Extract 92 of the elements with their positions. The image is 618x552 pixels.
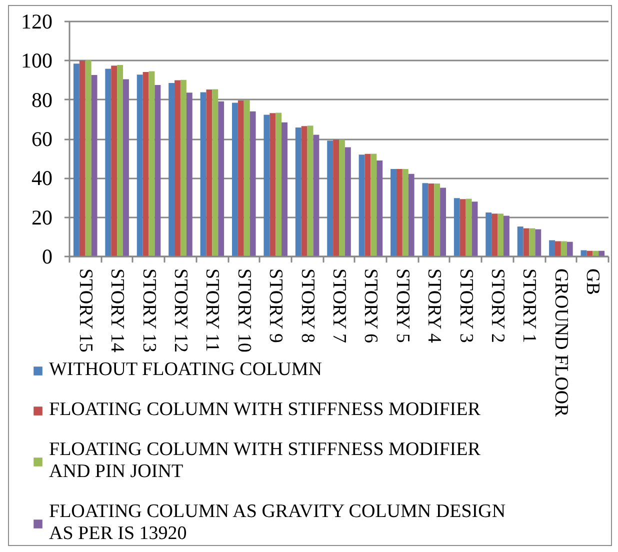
bar [472,202,478,256]
bar [390,168,396,256]
bar [148,71,155,256]
bar [168,82,175,256]
legend-label: FLOATING COLUMN WITH STIFFNESS MODIFIER [49,399,480,421]
bar [454,198,460,256]
x-tick-label: STORY 4 [424,268,445,344]
bar [535,229,542,256]
bar [270,113,276,256]
bar [117,64,124,256]
x-tick-label: STORY 9 [265,268,286,343]
bar [523,228,530,256]
bar [174,80,180,256]
bar [212,89,218,256]
x-tick-label: STORY 2 [487,268,508,343]
legend-label: WITHOUT FLOATING COLUMN [49,359,322,381]
bar [440,188,446,256]
legend-label: FLOATING COLUMN WITH STIFFNESS MODIFIER AND PIN JOINT [49,439,480,483]
x-tick-label: STORY 13 [138,268,160,352]
bar [370,154,377,256]
bar [554,241,561,256]
bar [408,174,414,256]
bar [264,114,270,256]
bar [498,214,504,256]
x-tick-label: STORY 12 [170,268,191,352]
bar [344,147,351,256]
x-tick-label: STORY 5 [392,268,413,343]
bar [376,160,383,256]
bar [301,126,308,256]
bar [73,64,80,256]
bar [111,66,118,256]
bar [549,240,555,256]
bar [200,92,206,256]
bar [276,112,282,256]
x-tick-label: STORY 8 [296,268,318,343]
bar [105,68,112,256]
bar [460,199,466,256]
x-tick-label: GROUND FLOOR [550,268,572,418]
bar [422,183,428,256]
bar [402,168,408,256]
bar [218,101,224,256]
bar [339,140,345,256]
bar [206,89,212,256]
bar [566,242,573,256]
bar [85,60,92,256]
bar [358,154,365,256]
x-tick-label: STORY 1 [518,268,540,343]
legend-label: FLOATING COLUMN AS GRAVITY COLUMN DESIGN AS PER IS 13920 [49,501,506,545]
bar [517,226,524,256]
bar [333,140,339,256]
bar [327,140,334,256]
bar [79,60,86,256]
bar [466,198,472,256]
bar [428,183,434,256]
y-tick-label: 60 [32,127,52,151]
bar [560,241,567,256]
x-tick-label: STORY 14 [106,268,128,353]
bar [282,122,288,256]
bar [136,74,143,256]
x-tick-label: STORY 3 [455,268,476,343]
y-tick-label: 40 [32,166,52,190]
bar [123,79,129,256]
bar [492,214,498,256]
bar [364,154,371,256]
x-tick-label: STORY 15 [74,268,96,352]
bar [529,228,536,256]
x-tick-label: STORY 11 [202,268,223,352]
x-tick-label: GB [582,268,604,295]
bar [486,212,492,256]
bar [396,168,402,256]
bar [238,100,244,256]
x-tick-label: STORY 7 [328,268,350,343]
bar [142,72,149,256]
bar [307,126,314,256]
y-tick-label: 80 [32,88,52,112]
bar [180,80,186,256]
y-tick-label: 20 [32,205,52,230]
bar [91,74,98,256]
y-tick-label: 0 [42,244,52,268]
bar [313,134,320,256]
bar [295,127,302,256]
bar [434,183,440,256]
bar [503,216,510,256]
x-tick-label: STORY 6 [360,268,382,343]
y-tick-label: 100 [21,48,52,73]
bar [250,111,256,256]
x-tick-label: STORY 10 [233,268,254,352]
y-tick-label: 120 [21,10,52,34]
bar [232,102,238,256]
bar [244,100,250,256]
bar [186,92,192,256]
bar [154,84,161,256]
